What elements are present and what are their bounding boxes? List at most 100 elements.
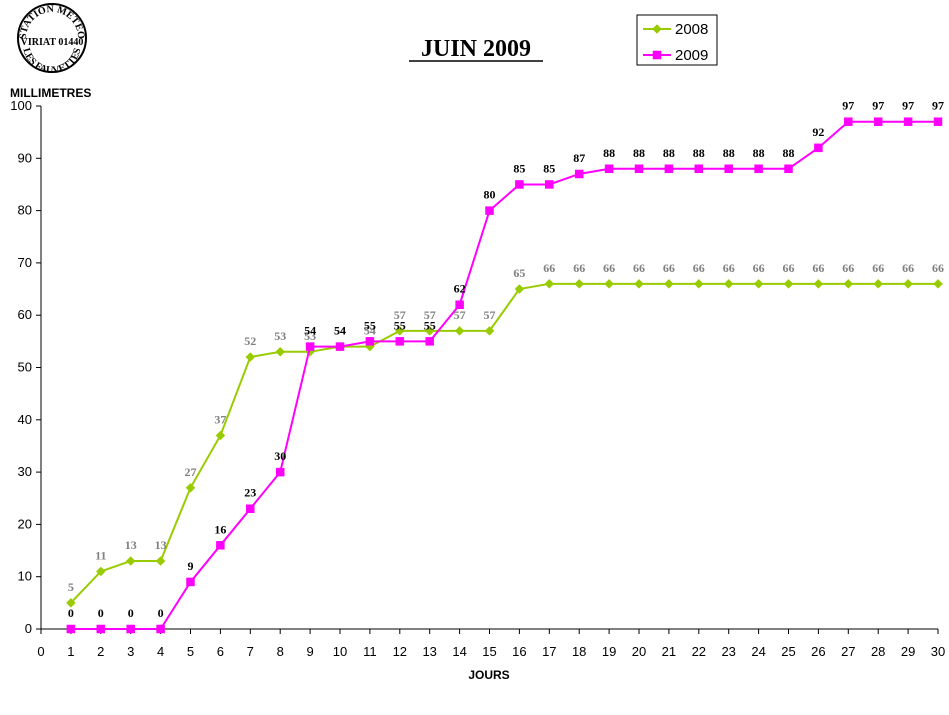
data-label-2009: 88: [633, 146, 645, 160]
legend-label-2008: 2008: [675, 21, 708, 38]
y-tick-label: 30: [18, 464, 32, 479]
data-label-2008: 53: [274, 329, 286, 343]
data-label-2009: 0: [128, 606, 134, 620]
x-tick-label: 21: [662, 644, 676, 659]
data-label-2008: 57: [454, 308, 466, 322]
point-2008: [215, 430, 226, 441]
y-tick-label: 60: [18, 307, 32, 322]
data-label-2009: 88: [723, 146, 735, 160]
point-2009: [933, 117, 943, 126]
point-2008: [484, 326, 495, 336]
x-tick-label: 16: [512, 644, 526, 659]
point-2009: [485, 206, 494, 215]
data-label-2009: 97: [842, 99, 854, 113]
chart-title: JUIN 2009: [421, 36, 531, 62]
point-2008: [843, 278, 854, 289]
y-tick-label: 80: [18, 203, 32, 218]
data-label-2009: 97: [872, 99, 884, 113]
data-label-2009: 62: [454, 282, 466, 296]
point-2009: [545, 180, 554, 189]
data-label-2009: 0: [68, 606, 74, 620]
point-2008: [693, 278, 704, 289]
series-line-2008: [70, 282, 938, 604]
data-label-2009: 88: [753, 146, 765, 160]
series-line-2009: [70, 120, 938, 630]
x-tick-label: 7: [247, 644, 254, 659]
x-tick-label: 6: [217, 644, 224, 659]
point-2008: [275, 346, 286, 357]
x-tick-label: 15: [482, 644, 496, 659]
x-tick-label: 24: [751, 644, 765, 659]
data-label-2008: 13: [125, 538, 137, 552]
point-2009: [754, 164, 763, 174]
data-label-2009: 88: [663, 146, 675, 160]
point-2008: [903, 278, 913, 289]
x-tick-label: 25: [781, 644, 795, 659]
x-tick-label: 20: [632, 644, 646, 659]
data-label-2008: 37: [214, 412, 226, 426]
data-label-2008: 66: [663, 261, 675, 275]
data-label-2009: 16: [214, 522, 226, 536]
point-2009: [903, 117, 913, 126]
data-label-2009: 85: [543, 161, 555, 175]
point-2008: [424, 326, 435, 336]
point-2009: [96, 624, 106, 634]
axes: [36, 105, 939, 634]
data-label-2009: 0: [158, 606, 164, 620]
data-label-2008: 53: [304, 329, 316, 343]
point-2009: [275, 467, 285, 477]
point-2009: [455, 300, 464, 309]
point-2009: [634, 164, 644, 174]
y-tick-label: 10: [18, 569, 32, 584]
data-label-2008: 54: [364, 324, 376, 338]
data-label-2008: 66: [633, 261, 645, 275]
x-tick-label: 5: [187, 644, 194, 659]
series-layer: [66, 117, 943, 634]
x-tick-label: 19: [602, 644, 616, 659]
data-label-2009: 30: [274, 449, 286, 463]
legend: 2008 2009: [636, 14, 718, 66]
x-tick-label: 2: [97, 644, 104, 659]
point-2009: [844, 117, 853, 126]
point-2008: [185, 482, 196, 493]
data-label-2009: 88: [693, 146, 705, 160]
point-2008: [95, 566, 106, 577]
point-2009: [574, 169, 584, 179]
data-label-2009: 9: [188, 559, 194, 573]
data-label-2008: 66: [932, 261, 944, 275]
point-2008: [155, 556, 166, 566]
data-label-2008: 66: [812, 261, 824, 275]
x-tick-label: 13: [422, 644, 436, 659]
y-tick-label: 90: [18, 150, 32, 165]
point-2009: [694, 164, 704, 174]
data-label-2008: 66: [753, 261, 765, 275]
data-label-2008: 13: [155, 538, 167, 552]
x-tick-label: 3: [127, 644, 134, 659]
data-label-2008: 57: [394, 308, 406, 322]
data-label-2008: 65: [513, 266, 525, 280]
point-2009: [66, 624, 76, 634]
data-label-2008: 66: [543, 261, 555, 275]
data-label-2008: 52: [244, 334, 256, 348]
point-2009: [186, 577, 195, 587]
point-2009: [395, 337, 405, 346]
point-2009: [515, 180, 524, 189]
y-tick-label: 20: [18, 516, 32, 531]
point-2008: [873, 278, 884, 289]
point-2008: [66, 597, 76, 608]
point-2009: [246, 504, 255, 513]
point-2009: [216, 541, 225, 550]
data-label-2009: 87: [573, 151, 585, 165]
x-tick-label: 4: [157, 644, 164, 659]
point-2009: [873, 117, 883, 126]
legend-label-2009: 2009: [675, 47, 708, 64]
data-label-2009: 55: [394, 318, 406, 332]
point-2009: [425, 337, 434, 346]
x-tick-label: 8: [277, 644, 284, 659]
point-2008: [813, 278, 824, 289]
y-axis-title: MILLIMETRES: [10, 86, 91, 100]
point-2008: [574, 278, 585, 289]
data-label-2009: 54: [334, 324, 346, 338]
